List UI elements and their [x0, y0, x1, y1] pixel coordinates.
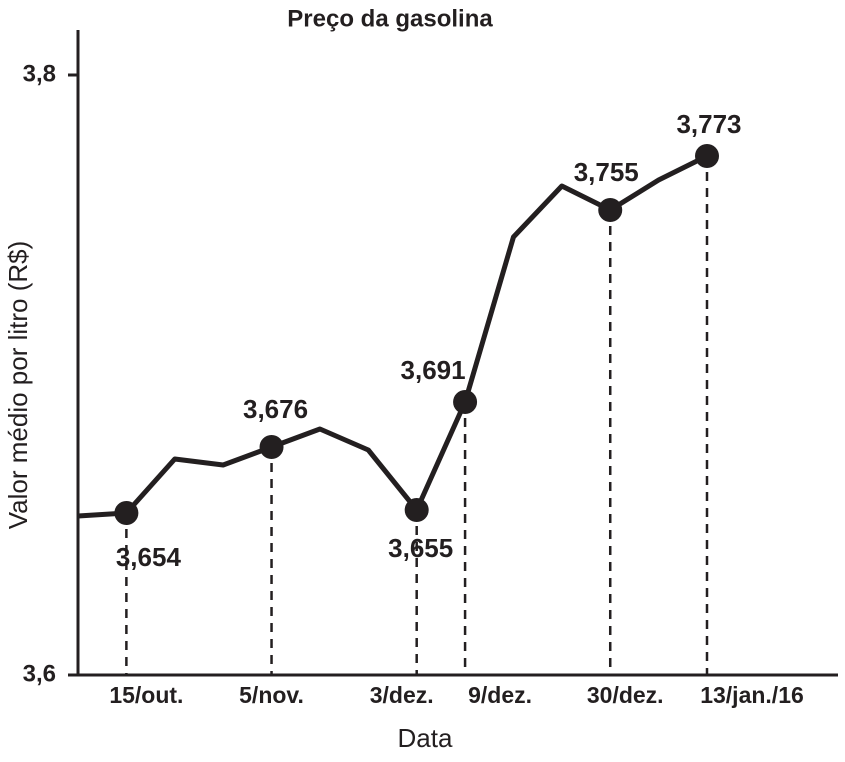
x-tick-label: 9/dez. [468, 682, 532, 708]
value-label: 3,691 [401, 355, 466, 385]
y-tick-label: 3,6 [23, 660, 56, 687]
point [404, 498, 429, 522]
x-tick-label: 30/dez. [587, 682, 664, 708]
value-label: 3,676 [243, 394, 308, 424]
point [598, 198, 623, 222]
point [114, 501, 139, 525]
x-tick-label: 3/dez. [370, 682, 434, 708]
x-tick-label: 13/jan./16 [700, 682, 804, 708]
x-axis-label: Data [398, 723, 453, 753]
point [259, 435, 284, 459]
x-tick-label: 15/out. [109, 682, 183, 708]
value-label: 3,773 [676, 109, 741, 139]
value-label: 3,654 [116, 542, 182, 572]
y-tick-label: 3,8 [23, 60, 56, 87]
x-tick-label: 5/nov. [239, 682, 304, 708]
point [453, 390, 478, 414]
point [695, 144, 719, 168]
value-label: 3,755 [574, 157, 639, 187]
y-axis-label: Valor médio por litro (R$) [3, 241, 33, 530]
chart-title: Preço da gasolina [287, 5, 493, 32]
value-label: 3,655 [388, 533, 453, 563]
